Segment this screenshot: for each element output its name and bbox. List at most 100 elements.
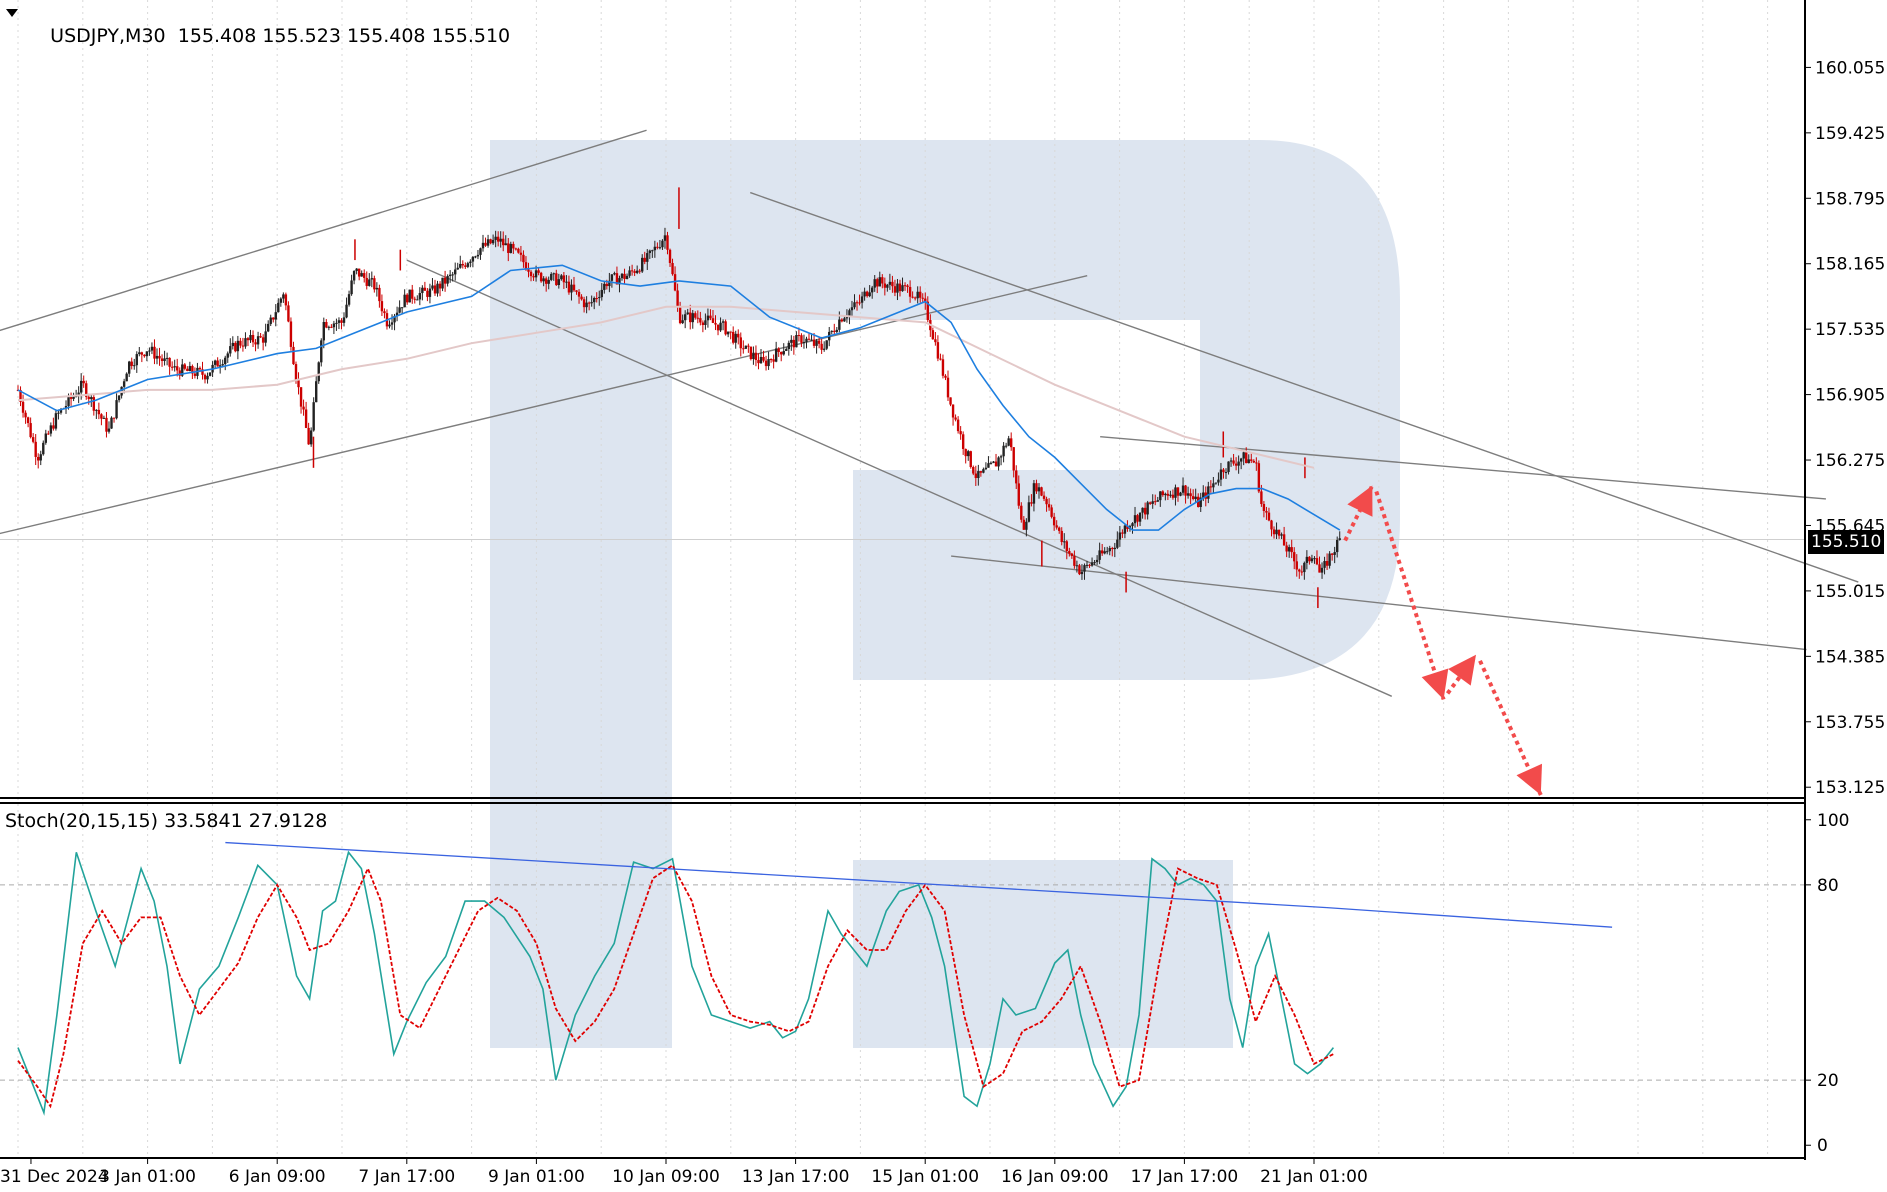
stoch-trend-line xyxy=(225,841,1327,909)
candle-body xyxy=(1330,553,1334,555)
candle-body xyxy=(544,278,548,284)
candle-body xyxy=(620,273,624,279)
dropdown-icon[interactable] xyxy=(6,9,18,17)
candle-body xyxy=(641,257,644,272)
candle-body xyxy=(1141,507,1144,513)
time-tick-label: 21 Jan 01:00 xyxy=(1260,1167,1368,1187)
candle-body xyxy=(749,346,753,360)
candle-body xyxy=(251,334,255,343)
candle-body xyxy=(1070,553,1074,557)
candle-body xyxy=(931,330,935,340)
candle-body xyxy=(1280,534,1283,536)
candle-body xyxy=(1245,452,1248,464)
candle-body xyxy=(428,288,432,297)
candle-body xyxy=(494,236,497,240)
candle-body xyxy=(438,283,442,289)
candle-body xyxy=(585,302,588,308)
candle-body xyxy=(704,320,707,326)
candle-body xyxy=(1277,529,1281,536)
candle-body xyxy=(1156,500,1159,502)
candle-body xyxy=(906,285,909,287)
candle-body xyxy=(448,274,452,277)
candle-body xyxy=(64,405,68,409)
candle-body xyxy=(532,276,535,278)
candle-body xyxy=(1262,504,1266,512)
candle-body xyxy=(873,279,876,288)
candle-body xyxy=(913,297,917,299)
candle-body xyxy=(618,278,621,285)
candle-body xyxy=(368,279,371,286)
candle-body xyxy=(297,380,300,388)
candle-body xyxy=(1164,493,1167,496)
candle-body xyxy=(795,335,798,348)
candle-body xyxy=(683,314,687,321)
candle-body xyxy=(949,397,952,405)
candle-body xyxy=(868,292,871,297)
candle-body xyxy=(956,419,960,432)
candle-body xyxy=(648,250,651,254)
candle-body xyxy=(1088,564,1091,566)
candle-body xyxy=(1063,541,1066,543)
candle-body xyxy=(357,268,361,277)
candle-body xyxy=(911,296,914,298)
candle-body xyxy=(1020,505,1023,520)
ma-slow-line xyxy=(17,305,1315,469)
candle-body xyxy=(272,317,275,320)
candle-body xyxy=(534,270,538,278)
candle-body xyxy=(332,323,336,328)
candle-body xyxy=(112,417,116,419)
candle-body xyxy=(443,277,447,284)
candle-body xyxy=(557,279,561,286)
candle-body xyxy=(572,284,576,291)
candle-body xyxy=(413,298,416,300)
candle-body xyxy=(1012,447,1015,471)
candle-body xyxy=(1136,515,1139,522)
candle-body xyxy=(537,270,540,273)
candle-body xyxy=(47,433,50,435)
candle-body xyxy=(514,248,518,250)
candle-body xyxy=(974,473,978,479)
candle-body xyxy=(820,343,823,350)
candle-body xyxy=(57,412,60,414)
candle-body xyxy=(327,326,331,328)
candle-body xyxy=(628,270,631,276)
candle-body xyxy=(90,397,93,400)
candle-body xyxy=(524,262,528,270)
candle-body xyxy=(37,456,40,461)
candle-body xyxy=(800,335,803,343)
candle-body xyxy=(224,357,227,365)
candle-body xyxy=(1184,485,1187,496)
candle-body xyxy=(1095,559,1099,563)
candle-body xyxy=(476,254,480,257)
candle-body xyxy=(916,291,919,299)
candle-body xyxy=(337,320,341,323)
candle-body xyxy=(1050,507,1053,517)
candle-body xyxy=(843,318,846,322)
forecast-arrow-down-head xyxy=(1516,763,1542,795)
candle-body xyxy=(1267,512,1271,521)
candle-body xyxy=(1207,486,1210,499)
candle-body xyxy=(383,311,386,314)
candle-body xyxy=(87,396,90,400)
candle-body xyxy=(181,364,184,376)
candle-body xyxy=(1027,502,1031,522)
candles xyxy=(16,187,1341,609)
candle-body xyxy=(673,274,677,291)
candle-body xyxy=(529,271,533,277)
stoch-tick-label: 0 xyxy=(1817,1136,1828,1156)
candle-body xyxy=(155,355,159,359)
candle-body xyxy=(1065,541,1068,552)
candle-body xyxy=(117,395,121,401)
candle-body xyxy=(256,336,260,345)
candle-body xyxy=(742,348,745,350)
candle-body xyxy=(138,352,141,355)
candle-body xyxy=(999,456,1003,458)
candle-body xyxy=(1116,539,1119,548)
candle-body xyxy=(282,294,285,299)
trend-line xyxy=(406,259,1393,697)
candle-body xyxy=(418,293,422,300)
candle-body xyxy=(951,404,955,418)
candle-body xyxy=(560,275,563,280)
candle-body xyxy=(961,434,965,449)
candle-body xyxy=(1239,458,1243,462)
